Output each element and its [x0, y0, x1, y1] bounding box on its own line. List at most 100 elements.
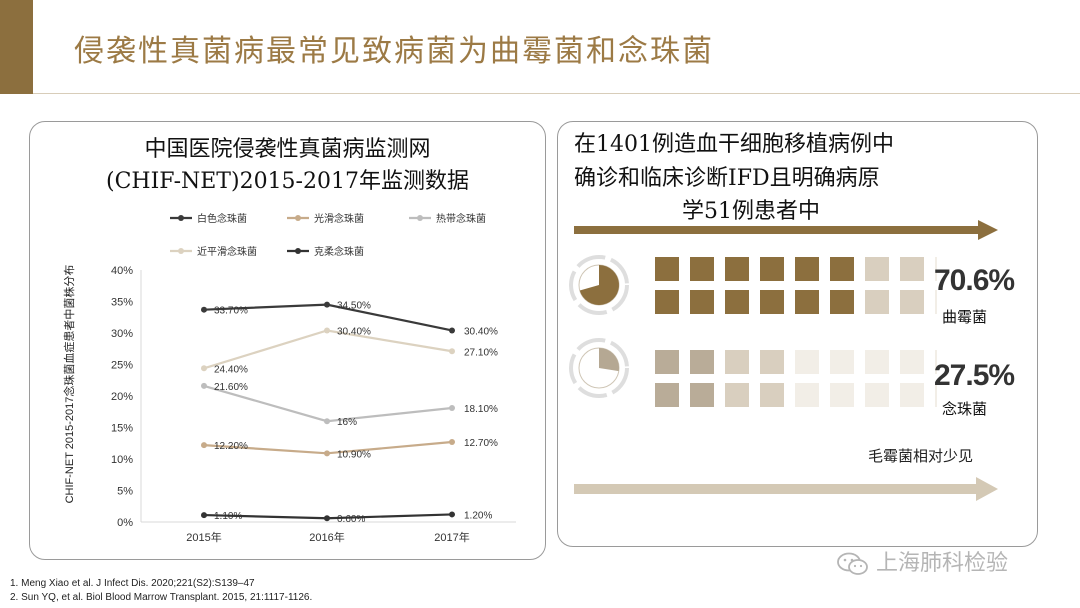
stats-title-line2: 确诊和临床诊断IFD且明确病原: [574, 166, 880, 191]
y-tick-label: 25%: [111, 360, 133, 372]
mucor-note: 毛霉菌相对少见: [868, 447, 974, 465]
waffle-cell: [795, 383, 819, 407]
waffle-cell: [760, 383, 784, 407]
wechat-icon: [837, 552, 868, 575]
ring-icon: [569, 338, 629, 398]
data-point: [324, 418, 330, 425]
y-tick-label: 20%: [111, 391, 133, 403]
y-tick-label: 35%: [111, 297, 133, 309]
waffle-cell: [690, 257, 714, 281]
y-axis-label: CHIF-NET 2015-2017念珠菌血症患者中菌株分布: [62, 265, 76, 504]
waffle-cell: [725, 350, 749, 374]
data-point: [201, 442, 207, 449]
waffle-cell: [865, 290, 889, 314]
ring-icon: [569, 255, 629, 315]
legend-marker: [295, 248, 301, 254]
y-tick-label: 10%: [111, 454, 133, 466]
candida-percent: 27.5%: [934, 359, 1015, 392]
data-label: 0.60%: [337, 514, 365, 525]
bottom-arrow: [574, 477, 998, 501]
waffle-cell: [655, 383, 679, 407]
y-tick-label: 0%: [117, 517, 133, 529]
legend-label: 光滑念珠菌: [314, 212, 364, 225]
series-光滑念珠菌: 12.20% 10.90% 12.70%: [201, 438, 498, 460]
stat-graphics: [569, 255, 937, 407]
legend-label: 克柔念珠菌: [314, 245, 364, 258]
data-point: [449, 327, 455, 334]
series-克柔念珠菌: 1.10% 0.60% 1.20%: [201, 510, 492, 525]
data-point: [324, 301, 330, 308]
waffle-cell: [795, 257, 819, 281]
legend-label: 白色念珠菌: [197, 212, 247, 225]
waffle-cell: [725, 257, 749, 281]
waffle-cell: [690, 350, 714, 374]
waffle-cell: [900, 350, 924, 374]
waffle-cell: [795, 290, 819, 314]
y-axis: 0% 5% 10% 15% 20% 25% 30% 35% 40%: [111, 265, 142, 529]
waffle-cell: [760, 290, 784, 314]
pie-slice: [599, 348, 619, 372]
data-label: 16%: [337, 417, 357, 428]
watermark-text: 上海肺科检验: [876, 551, 1009, 576]
waffle-cell: [865, 350, 889, 374]
top-arrow: [574, 220, 998, 240]
data-point: [201, 306, 207, 313]
chart-panel: 中国医院侵袭性真菌病监测网 (CHIF-NET)2015-2017年监测数据: [29, 121, 546, 560]
data-label: 30.40%: [464, 326, 498, 337]
footnote-1: 1. Meng Xiao et al. J Infect Dis. 2020;2…: [10, 578, 255, 589]
data-label: 1.10%: [214, 511, 242, 522]
data-label: 27.10%: [464, 347, 498, 358]
data-label: 1.20%: [464, 510, 492, 521]
data-point: [324, 327, 330, 334]
y-tick-label: 40%: [111, 265, 133, 277]
waffle-cell: [900, 257, 924, 281]
legend-marker: [178, 248, 184, 254]
x-tick-label: 2015年: [186, 530, 221, 544]
footnote-2: 2. Sun YQ, et al. Biol Blood Marrow Tran…: [10, 592, 313, 603]
slide-title: 侵袭性真菌病最常见致病菌为曲霉菌和念珠菌: [74, 34, 714, 69]
data-label: 24.40%: [214, 364, 248, 375]
pie-slice: [579, 265, 619, 305]
waffle-cell: [655, 290, 679, 314]
aspergillus-percent: 70.6%: [934, 264, 1015, 297]
data-label: 21.60%: [214, 382, 248, 393]
title-divider: [33, 93, 1080, 94]
data-label: 18.10%: [464, 404, 498, 415]
y-tick-label: 5%: [117, 486, 133, 498]
candida-label: 念珠菌: [942, 400, 988, 418]
data-point: [324, 515, 330, 522]
data-point: [324, 450, 330, 457]
waffle-cell: [795, 350, 819, 374]
waffle-cell: [655, 350, 679, 374]
data-point: [201, 365, 207, 372]
stat-graphic-1: [569, 338, 937, 407]
data-point: [449, 511, 455, 518]
x-axis: 2015年 2016年 2017年: [141, 521, 516, 544]
legend-label: 近平滑念珠菌: [197, 245, 257, 258]
stat-graphic-0: [569, 255, 937, 315]
data-point: [201, 512, 207, 519]
waffle-cell: [690, 383, 714, 407]
waffle-cell: [725, 290, 749, 314]
chart-title-line1: 中国医院侵袭性真菌病监测网: [144, 137, 431, 162]
data-label: 12.20%: [214, 441, 248, 452]
stats-title-line1: 在1401例造血干细胞移植病例中: [574, 132, 894, 157]
y-tick-label: 30%: [111, 328, 133, 340]
title-accent-bar: [0, 0, 33, 94]
waffle-cell: [760, 257, 784, 281]
waffle-cell: [655, 257, 679, 281]
waffle-cell: [900, 290, 924, 314]
legend-marker: [417, 215, 423, 221]
series-line: [203, 329, 453, 370]
waffle-cell: [935, 350, 937, 374]
series-热带念珠菌: 21.60% 16% 18.10%: [201, 382, 498, 428]
waffle-cell: [830, 257, 854, 281]
waffle-cell: [830, 290, 854, 314]
data-label: 34.50%: [337, 301, 371, 312]
data-point: [449, 438, 455, 445]
waffle-cell: [935, 257, 937, 281]
data-label: 30.40%: [337, 326, 371, 337]
series-lines: 33.70% 34.50% 30.40% 12.20% 10.90% 12.70% 21.6…: [201, 301, 498, 525]
